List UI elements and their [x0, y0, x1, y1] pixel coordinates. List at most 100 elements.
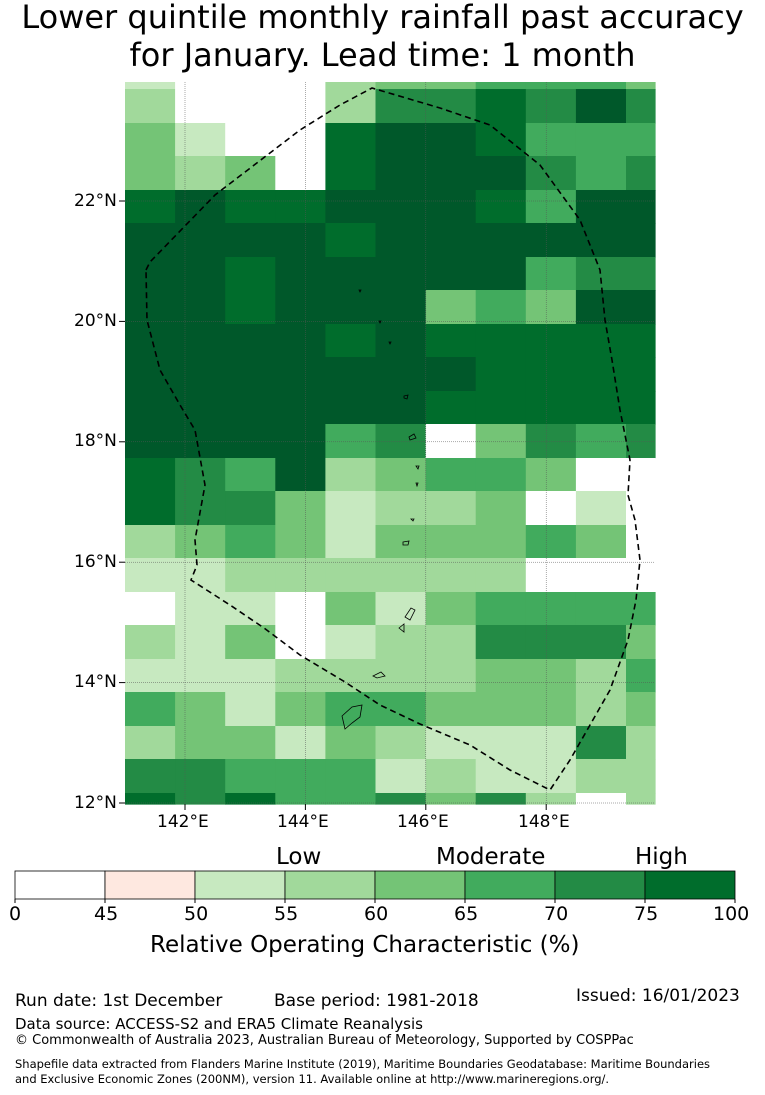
- grid-cell: [575, 89, 627, 124]
- grid-cell: [375, 424, 427, 459]
- grid-cell: [125, 726, 176, 760]
- grid-cell: [325, 89, 377, 124]
- grid-cell: [325, 123, 377, 157]
- lat-label: 12°N: [74, 793, 117, 813]
- grid-cell: [325, 525, 377, 559]
- grid-cell: [275, 324, 326, 358]
- grid-cell: [325, 257, 377, 291]
- grid-cell: [275, 290, 326, 325]
- island-rota: [372, 671, 386, 679]
- grid-cell: [626, 290, 656, 325]
- grid-cell: [125, 692, 176, 727]
- grid-cell: [325, 324, 377, 358]
- grid-cell: [475, 223, 527, 258]
- shapefile-credit-line-2: and Exclusive Economic Zones (200NM), ve…: [15, 1072, 610, 1086]
- grid-cell: [425, 525, 477, 559]
- grid-cell: [275, 592, 326, 626]
- graticule: [119, 82, 655, 810]
- grid-cell: [225, 123, 276, 157]
- grid-cell: [125, 324, 176, 358]
- grid-cell: [375, 458, 427, 492]
- grid-cell: [525, 793, 577, 805]
- grid-cell: [325, 82, 377, 90]
- grid-cell: [475, 558, 527, 593]
- grid-cell: [325, 759, 377, 794]
- grid-cell: [175, 290, 226, 325]
- island-sarigan: [410, 518, 415, 522]
- grid-cell: [575, 491, 627, 526]
- colorbar-tick: 100: [713, 903, 750, 925]
- grid-cell: [575, 357, 627, 392]
- grid-cell: [525, 491, 577, 526]
- grid-cell: [575, 558, 627, 593]
- grid-cell: [275, 89, 326, 124]
- grid-cell: [475, 123, 527, 157]
- grid-cell: [225, 424, 276, 459]
- grid-cell: [175, 391, 226, 425]
- grid-cell: [375, 391, 427, 425]
- grid-cell: [475, 793, 527, 805]
- grid-cell: [125, 290, 176, 325]
- grid-cell: [225, 625, 276, 660]
- grid-cell: [175, 726, 226, 760]
- grid-cell: [375, 659, 427, 693]
- grid-cell: [225, 793, 276, 805]
- grid-cell: [575, 659, 627, 693]
- grid-cell: [626, 424, 656, 459]
- grid-cell: [275, 558, 326, 593]
- grid-cell: [325, 156, 377, 191]
- grid-cell: [125, 659, 176, 693]
- grid-cell: [525, 458, 577, 492]
- grid-cell: [575, 759, 627, 794]
- grid-cell: [475, 257, 527, 291]
- island-asuncion: [388, 341, 392, 345]
- grid-cell: [175, 491, 226, 526]
- grid-cell: [175, 525, 226, 559]
- grid-cell: [525, 726, 577, 760]
- grid-cell: [375, 223, 427, 258]
- grid-cell: [575, 793, 627, 805]
- shapefile-credit-line-1: Shapefile data extracted from Flanders M…: [15, 1057, 711, 1071]
- grid-cell: [275, 223, 326, 258]
- island-alamagan: [415, 465, 420, 470]
- grid-cell: [375, 692, 427, 727]
- grid-cell: [325, 659, 377, 693]
- grid-cell: [225, 290, 276, 325]
- lat-label: 14°N: [74, 672, 117, 692]
- grid-cell: [275, 391, 326, 425]
- grid-cell: [375, 592, 427, 626]
- grid-cell: [626, 458, 656, 492]
- colorbar-tick: 0: [9, 903, 22, 925]
- grid-cell: [525, 391, 577, 425]
- grid-cell: [575, 625, 627, 660]
- grid-cell: [525, 290, 577, 325]
- grid-cell: [475, 324, 527, 358]
- colorbar-swatch: [374, 870, 466, 900]
- grid-cell: [425, 357, 477, 392]
- grid-cell: [125, 625, 176, 660]
- issued-date: Issued: 16/01/2023: [576, 986, 740, 1006]
- grid-cell: [425, 391, 477, 425]
- grid-cell: [225, 759, 276, 794]
- island-maug: [378, 320, 382, 324]
- grid-cell: [225, 357, 276, 392]
- grid-cell: [375, 759, 427, 794]
- grid-cell: [275, 692, 326, 727]
- grid-cell: [375, 491, 427, 526]
- grid-cell: [525, 223, 577, 258]
- grid-cell: [125, 793, 176, 805]
- lat-label: 18°N: [74, 431, 117, 451]
- lon-label: 146°E: [397, 812, 449, 832]
- grid-cell: [425, 82, 477, 90]
- map-plot: [119, 82, 656, 810]
- lon-label: 148°E: [518, 812, 570, 832]
- colorbar-swatch: [644, 870, 736, 900]
- colorbar-tick: 45: [94, 903, 119, 925]
- grid-cell: [225, 558, 276, 593]
- grid-cell: [525, 123, 577, 157]
- grid-cell: [525, 592, 577, 626]
- grid-cell: [275, 491, 326, 526]
- grid-cell: [626, 89, 656, 124]
- grid-cell: [475, 525, 527, 559]
- colorbar-label: Relative Operating Characteristic (%): [150, 932, 580, 958]
